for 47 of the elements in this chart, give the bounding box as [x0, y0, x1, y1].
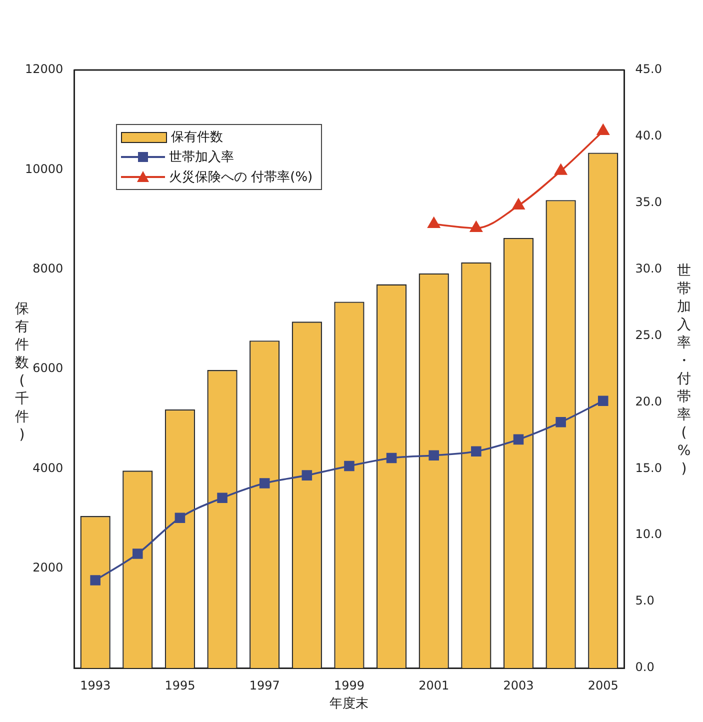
- point: [217, 492, 228, 504]
- point: [174, 512, 186, 523]
- x-tick-label: 1995: [164, 678, 196, 692]
- legend-label: 保有件数: [171, 129, 223, 146]
- legend-label: 火災保険への 付帯率(%): [169, 169, 313, 186]
- x-tick-label: 2001: [418, 678, 450, 692]
- y2-tick-label: 45.0: [635, 62, 662, 76]
- point: [512, 198, 525, 210]
- point: [428, 217, 440, 228]
- y-axis-title: 保有件数(千件): [14, 300, 30, 444]
- y-tick-label: 6000: [32, 361, 64, 376]
- x-tick-label: 2005: [588, 678, 618, 692]
- y2-tick-label: 5.0: [635, 594, 654, 608]
- point: [386, 452, 397, 464]
- y-tick-label: 10000: [24, 162, 64, 176]
- point: [132, 548, 143, 559]
- x-tick-label: 1999: [334, 678, 364, 692]
- y-tick-label: 8000: [32, 261, 64, 276]
- text: 世帯加入率・付帯率(%): [677, 263, 691, 477]
- y-tick-label: 12000: [24, 62, 64, 76]
- point: [554, 164, 567, 175]
- y2-tick-label: 15.0: [635, 460, 662, 475]
- point: [556, 417, 566, 428]
- y2-tick-label: 10.0: [635, 527, 662, 542]
- legend-label: 世帯加入率: [169, 149, 234, 166]
- point: [344, 460, 354, 472]
- point: [470, 221, 482, 232]
- point: [90, 575, 100, 586]
- y2-tick-label: 30.0: [635, 261, 662, 276]
- x-tick-label: 1993: [80, 678, 111, 692]
- point: [302, 470, 312, 480]
- point: [428, 450, 439, 461]
- point: [259, 478, 270, 488]
- y2-tick-label: 35.0: [635, 195, 662, 210]
- y2-tick-label: 0.0: [635, 660, 654, 674]
- y2-tick-label: 40.0: [635, 128, 662, 143]
- y2-tick-label: 25.0: [635, 328, 662, 342]
- y-tick-label: 4000: [32, 460, 64, 475]
- point: [471, 446, 482, 457]
- y2-tick-label: 20.0: [635, 394, 662, 408]
- point: [513, 434, 524, 445]
- x-tick-label: 1997: [249, 678, 280, 692]
- point: [597, 124, 610, 136]
- y-tick-label: 2000: [32, 560, 64, 574]
- point: [598, 396, 608, 406]
- x-tick-label: 2003: [503, 678, 534, 692]
- x-axis-title: 年度末: [330, 696, 369, 712]
